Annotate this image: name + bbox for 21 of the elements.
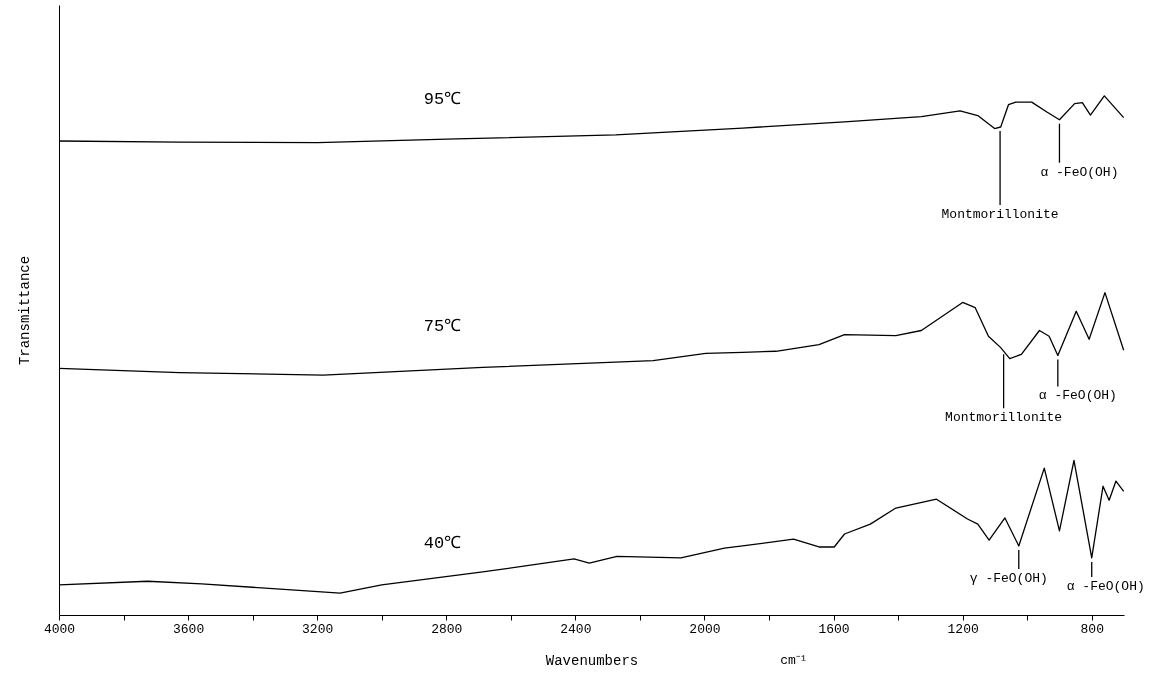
x-tick-label: 1200 xyxy=(947,621,979,637)
series-label: 75℃ xyxy=(423,317,462,337)
x-tick-label: 1600 xyxy=(818,621,850,637)
x-tick-label: 4000 xyxy=(43,621,76,637)
x-tick-label: 3200 xyxy=(302,621,334,637)
x-tick-label: 2800 xyxy=(431,621,463,637)
annotation: Montmorillonite xyxy=(945,410,1063,426)
x-tick-label: 2400 xyxy=(560,621,592,637)
x-tick-label: 800 xyxy=(1080,621,1104,637)
annotation: α -FeO(OH) xyxy=(1066,578,1145,594)
annotation: α -FeO(OH) xyxy=(1040,164,1119,180)
annotation: Montmorillonite xyxy=(941,207,1059,222)
series-label: 95℃ xyxy=(423,90,462,110)
x-axis-title: Wavenumbers xyxy=(545,652,639,669)
annotation: α -FeO(OH) xyxy=(1038,388,1117,404)
series-label: 40℃ xyxy=(423,533,462,553)
x-tick-label: 2000 xyxy=(689,621,721,637)
x-tick-label: 3600 xyxy=(172,621,205,637)
text: cm⁻¹ xyxy=(780,653,808,668)
y-axis-title: Transmittance xyxy=(16,255,33,366)
annotation: γ -FeO(OH) xyxy=(969,570,1048,586)
